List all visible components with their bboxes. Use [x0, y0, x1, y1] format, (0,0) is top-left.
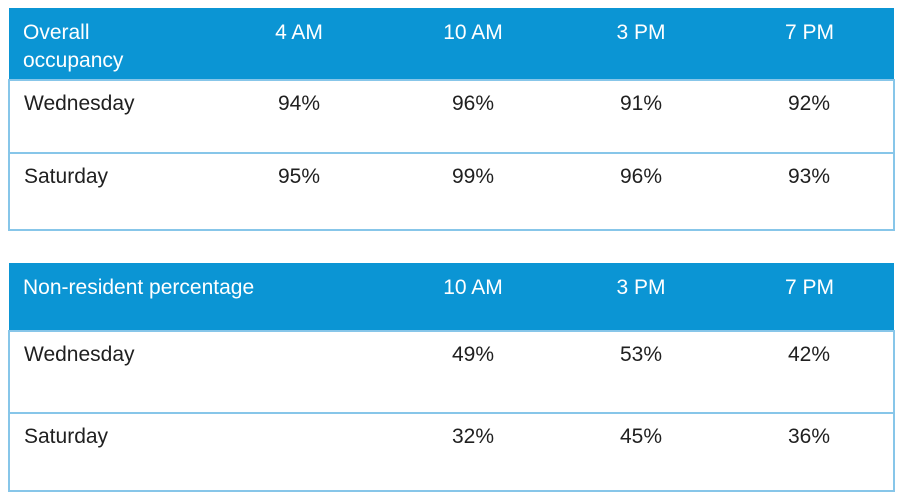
column-header-3pm: 3 PM: [557, 263, 725, 331]
table-title: Overall occupancy: [23, 21, 124, 72]
table-row-wednesday: Wednesday 94% 96% 91% 92%: [9, 80, 894, 153]
table-header-row: Non-resident percentage 10 AM 3 PM 7 PM: [9, 263, 894, 331]
row-label: Wednesday: [9, 80, 209, 153]
table-header-row: Overall occupancy 4 AM 10 AM 3 PM 7 PM: [9, 8, 894, 80]
data-cell: 99%: [389, 153, 557, 230]
overall-occupancy-table: Overall occupancy 4 AM 10 AM 3 PM 7 PM W…: [8, 8, 895, 231]
table-title-cell: Non-resident percentage: [9, 263, 389, 331]
data-cell: 49%: [389, 331, 557, 413]
table-row-saturday: Saturday 32% 45% 36%: [9, 413, 894, 491]
row-label: Saturday: [9, 413, 389, 491]
data-cell: 36%: [725, 413, 894, 491]
column-header-10am: 10 AM: [389, 8, 557, 80]
table-row-wednesday: Wednesday 49% 53% 42%: [9, 331, 894, 413]
table-row-saturday: Saturday 95% 99% 96% 93%: [9, 153, 894, 230]
data-cell: 45%: [557, 413, 725, 491]
column-header-7pm: 7 PM: [725, 8, 894, 80]
data-cell: 32%: [389, 413, 557, 491]
table-title-cell: Overall occupancy: [9, 8, 209, 80]
column-header-4am: 4 AM: [209, 8, 389, 80]
non-resident-percentage-table: Non-resident percentage 10 AM 3 PM 7 PM …: [8, 263, 895, 492]
data-cell: 95%: [209, 153, 389, 230]
data-cell: 92%: [725, 80, 894, 153]
data-cell: 42%: [725, 331, 894, 413]
column-header-10am: 10 AM: [389, 263, 557, 331]
data-cell: 91%: [557, 80, 725, 153]
row-label: Wednesday: [9, 331, 389, 413]
column-header-7pm: 7 PM: [725, 263, 894, 331]
data-cell: 96%: [389, 80, 557, 153]
row-label: Saturday: [9, 153, 209, 230]
data-cell: 94%: [209, 80, 389, 153]
data-cell: 53%: [557, 331, 725, 413]
data-cell: 96%: [557, 153, 725, 230]
column-header-3pm: 3 PM: [557, 8, 725, 80]
data-cell: 93%: [725, 153, 894, 230]
table-title: Non-resident percentage: [23, 276, 255, 299]
